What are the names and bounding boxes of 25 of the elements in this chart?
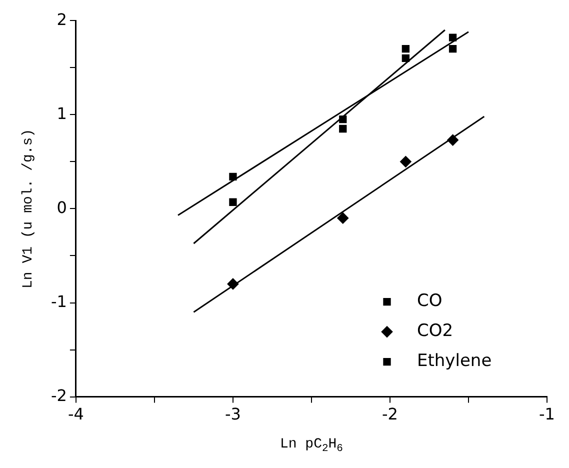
x-tick-label: -4 <box>68 404 84 424</box>
point <box>227 278 239 290</box>
point <box>447 134 458 146</box>
legend-label: Ethylene <box>417 351 492 372</box>
point <box>339 116 347 124</box>
point <box>337 212 349 224</box>
point <box>402 54 410 62</box>
y-tick-label: -2 <box>51 386 67 405</box>
y-tick-label: 2 <box>56 10 67 29</box>
point <box>448 44 457 53</box>
y-tick-label: 0 <box>56 198 67 217</box>
x-tick-label: -1 <box>539 404 555 424</box>
point <box>229 172 237 181</box>
x-tick-label: -3 <box>224 404 241 424</box>
point <box>402 44 410 53</box>
y-tick-label: -1 <box>51 292 67 311</box>
point <box>400 156 412 168</box>
point <box>448 34 457 42</box>
point <box>229 198 237 206</box>
legend-label: CO <box>417 291 442 312</box>
legend-label: CO2 <box>417 321 454 342</box>
point <box>339 124 347 133</box>
x-tick-label: -2 <box>382 404 398 424</box>
y-tick-label: 1 <box>56 104 67 123</box>
y-axis-title: Ln V1 (u mol. /g.s) <box>20 128 37 289</box>
